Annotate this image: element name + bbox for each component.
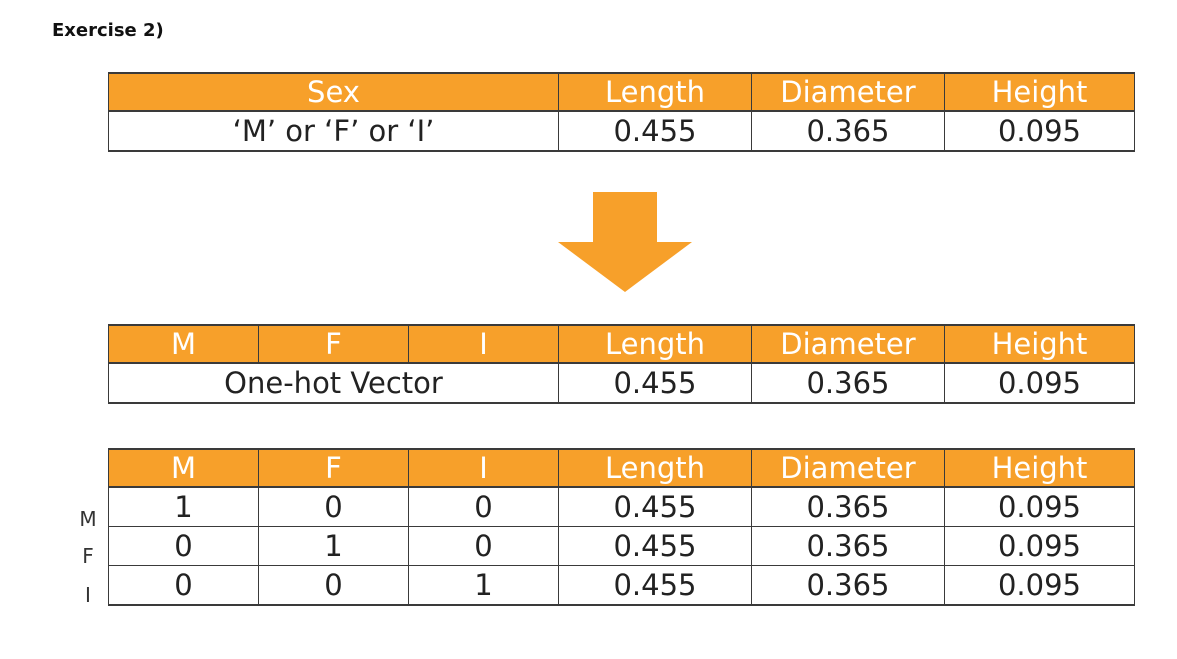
- cell-length: 0.455: [558, 486, 752, 527]
- cell-length: 0.455: [558, 565, 752, 606]
- table-row: 1 0 0 0.455 0.365 0.095: [108, 486, 1135, 527]
- table-row: 0 0 1 0.455 0.365 0.095: [108, 565, 1135, 606]
- header-i: I: [408, 324, 559, 364]
- header-length: Length: [558, 324, 752, 364]
- header-f: F: [258, 324, 409, 364]
- header-diameter: Diameter: [751, 72, 945, 112]
- header-height: Height: [944, 324, 1135, 364]
- header-height: Height: [944, 448, 1135, 488]
- down-arrow-icon: [558, 192, 692, 292]
- raw-data-table: Sex Length Diameter Height ‘M’ or ‘F’ or…: [108, 72, 1135, 152]
- row-label-f: F: [82, 544, 94, 568]
- header-row: M F I Length Diameter Height: [108, 324, 1135, 364]
- cell-one-hot-vector: One-hot Vector: [108, 362, 559, 404]
- header-diameter: Diameter: [751, 448, 945, 488]
- cell-i: 0: [408, 526, 559, 566]
- cell-length: 0.455: [558, 110, 752, 152]
- down-arrow-shape: [558, 192, 692, 292]
- header-length: Length: [558, 448, 752, 488]
- cell-diameter: 0.365: [751, 486, 945, 527]
- one-hot-table: M F I Length Diameter Height One-hot Vec…: [108, 324, 1135, 404]
- cell-height: 0.095: [944, 565, 1135, 606]
- row-label-m: M: [79, 507, 97, 531]
- header-m: M: [108, 448, 259, 488]
- exercise-heading: Exercise 2): [52, 20, 164, 41]
- header-f: F: [258, 448, 409, 488]
- cell-m: 0: [108, 526, 259, 566]
- cell-f: 0: [258, 486, 409, 527]
- header-row: Sex Length Diameter Height: [108, 72, 1135, 112]
- cell-length: 0.455: [558, 526, 752, 566]
- cell-length: 0.455: [558, 362, 752, 404]
- cell-height: 0.095: [944, 110, 1135, 152]
- cell-m: 0: [108, 565, 259, 606]
- cell-diameter: 0.365: [751, 565, 945, 606]
- cell-diameter: 0.365: [751, 110, 945, 152]
- cell-f: 1: [258, 526, 409, 566]
- cell-diameter: 0.365: [751, 362, 945, 404]
- cell-f: 0: [258, 565, 409, 606]
- cell-height: 0.095: [944, 362, 1135, 404]
- header-diameter: Diameter: [751, 324, 945, 364]
- table-row: 0 1 0 0.455 0.365 0.095: [108, 526, 1135, 566]
- header-height: Height: [944, 72, 1135, 112]
- cell-height: 0.095: [944, 526, 1135, 566]
- encoded-table: M F I Length Diameter Height 1 0 0 0.455…: [108, 448, 1135, 606]
- cell-sex: ‘M’ or ‘F’ or ‘I’: [108, 110, 559, 152]
- header-length: Length: [558, 72, 752, 112]
- cell-diameter: 0.365: [751, 526, 945, 566]
- cell-m: 1: [108, 486, 259, 527]
- cell-i: 0: [408, 486, 559, 527]
- header-sex: Sex: [108, 72, 559, 112]
- cell-i: 1: [408, 565, 559, 606]
- header-row: M F I Length Diameter Height: [108, 448, 1135, 488]
- header-m: M: [108, 324, 259, 364]
- table-row: ‘M’ or ‘F’ or ‘I’ 0.455 0.365 0.095: [108, 110, 1135, 152]
- row-label-i: I: [85, 583, 91, 607]
- header-i: I: [408, 448, 559, 488]
- table-row: One-hot Vector 0.455 0.365 0.095: [108, 362, 1135, 404]
- cell-height: 0.095: [944, 486, 1135, 527]
